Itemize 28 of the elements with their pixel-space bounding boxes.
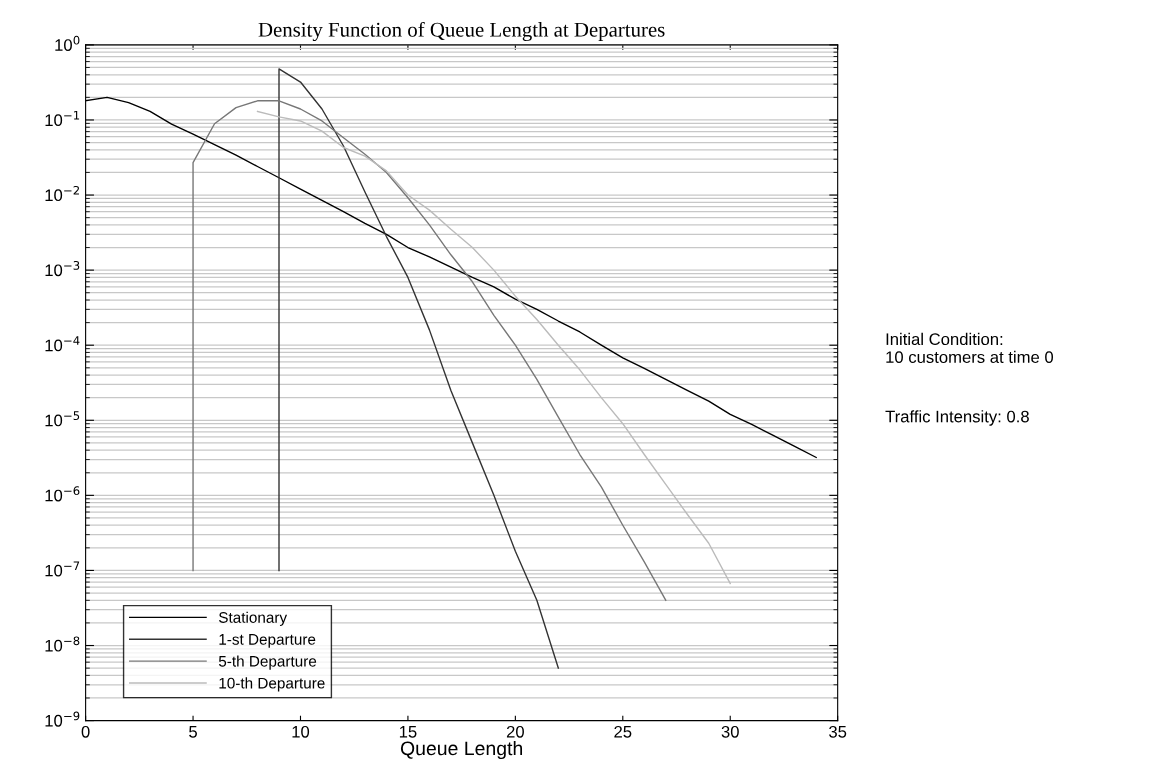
- y-tick-label: 10$^{−9}$: [45, 711, 80, 727]
- y-tick-label: 10$^{−3}$: [45, 261, 80, 277]
- text: Traffic Intensity: 0.8: [885, 410, 1029, 426]
- legend-label: Stationary: [218, 611, 288, 626]
- y-tick-label: 10$^{−7}$: [45, 561, 80, 577]
- chart-title: Density Function of Queue Length at Departures: [258, 21, 665, 42]
- x-tick-label: 35: [829, 725, 847, 738]
- line-series: [256, 110, 731, 585]
- y-tick-label: 10$^{−6}$: [45, 486, 80, 502]
- x-tick-label: 15: [399, 726, 417, 738]
- x-tick-label: 25: [614, 725, 632, 738]
- y-tick-label: 10$^{0}$: [55, 35, 80, 51]
- x-tick-label: 30: [721, 725, 739, 738]
- y-tick-label: 10$^{−8}$: [45, 636, 80, 652]
- y-tick-label: 10$^{−2}$: [45, 185, 79, 202]
- x-tick-label: 20: [506, 725, 524, 738]
- text: Initial Condition: 10 customers at time 0: [886, 332, 1054, 364]
- line-series: [192, 100, 667, 602]
- y-tick-label: 10$^{−5}$: [45, 411, 80, 427]
- x-axis-title: Queue Length: [400, 740, 523, 760]
- x-tick-label: 10: [292, 725, 310, 738]
- x-tick-label: 5: [189, 726, 197, 738]
- y-tick-label: 10$^{−4}$: [45, 336, 80, 352]
- y-tick-label: 10$^{−1}$: [45, 111, 80, 127]
- legend-label: 5-th Departure: [218, 655, 317, 670]
- x-tick-label: 0: [81, 725, 90, 738]
- legend-label: 1-st Departure: [219, 634, 316, 648]
- legend-label: 10-th Departure: [219, 677, 325, 692]
